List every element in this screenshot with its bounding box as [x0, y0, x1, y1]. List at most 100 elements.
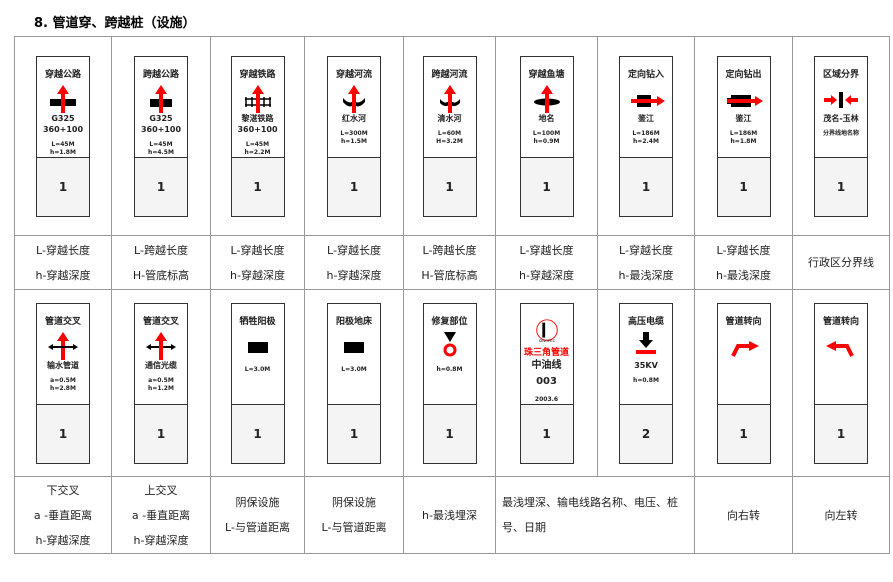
sign-measure: L=186M	[729, 129, 758, 137]
anode-bed-icon	[344, 341, 364, 353]
sign-title: 管道转向	[725, 316, 762, 327]
sign-measure: 2003.6	[534, 395, 559, 403]
description-cell: L-穿越长度 h-穿越深度	[304, 235, 404, 290]
power-cable-icon	[636, 331, 656, 354]
description-cell: 最浅埋深、输电线路名称、电压、桩号、日期	[495, 476, 695, 554]
marker-sign: 跨越公路 G325 360+100 L=45M h=4.5M 1	[134, 55, 188, 217]
description-line: 最浅埋深、输电线路名称、电压、桩号、日期	[502, 496, 678, 534]
description-line: 阴保设施	[332, 496, 376, 509]
sign-cell: 管道交叉 通信光缆 a=0.5M h=1.2M 1	[111, 289, 211, 477]
description-line: L-与管道距离	[321, 521, 387, 534]
marker-sign: 牺牲阳极 L=3.0M 1	[230, 302, 285, 464]
description-cell: L-穿越长度 h-穿越深度	[210, 235, 305, 290]
sign-cell: 牺牲阳极 L=3.0M 1	[210, 289, 305, 477]
sign-number: 1	[231, 156, 284, 216]
description-line: h-最浅埋深	[422, 508, 477, 522]
marker-sign: 管道转向 1	[716, 302, 771, 464]
sign-number: 1	[520, 403, 573, 463]
sign-label: 360+100	[42, 124, 84, 134]
sign-measure: h=2.4M	[633, 137, 659, 145]
sign-cell: 管道交叉输水管道 a=0.5M h=2.8M 1	[14, 289, 112, 477]
sign-number: 1	[717, 156, 770, 216]
sign-title: 阳极地床	[335, 316, 372, 327]
road-cross-icon	[50, 84, 76, 113]
description-cell: L-跨越长度 H-管底标高	[403, 235, 496, 290]
sign-cell: 定向钻出 鉴江 L=186M h=1.8M 1	[694, 36, 793, 236]
description-line: L-穿越长度	[327, 243, 381, 257]
sign-cell: 定向钻入 鉴江 L=186M h=2.4M 1	[597, 36, 695, 236]
sign-label: 360+100	[140, 124, 182, 134]
sign-number: 2	[620, 403, 672, 463]
sign-number: 1	[37, 403, 89, 463]
sign-title: 管道交叉	[44, 316, 81, 327]
description-line: L-跨越长度	[422, 243, 477, 257]
sign-cell: 修复部位 h=0.8M 1	[403, 289, 496, 477]
company-logo-icon: SINOPEC	[535, 318, 558, 343]
sign-title: 跨越河流	[431, 69, 468, 80]
river-icon	[343, 84, 365, 113]
sign-label: 清水河	[437, 113, 462, 123]
sign-cell: 管道转向 1	[792, 289, 890, 477]
description-cell: L-穿越长度 h-最浅深度	[597, 235, 695, 290]
sign-label: 黎湛铁路	[241, 113, 274, 123]
sign-label: G325	[51, 113, 75, 123]
sign-label: 003	[536, 375, 557, 387]
sign-measure: L=45M	[149, 140, 173, 148]
description-cell: 下交叉 a -垂直距离 h-穿越深度	[14, 476, 112, 554]
sign-measure: h=0.9M	[533, 137, 560, 145]
description-line: L-穿越长度	[36, 243, 90, 257]
description-line: L-穿越长度	[230, 243, 285, 257]
description-cell: 阴保设施 L-与管道距离	[304, 476, 404, 554]
sign-number: 1	[423, 403, 476, 463]
sign-measure: 分界线地名称	[822, 129, 859, 137]
sign-label: 输水管道	[47, 360, 79, 370]
boundary-icon	[824, 91, 858, 108]
sign-measure: a=0.5M	[50, 376, 76, 384]
sign-title: 跨越公路	[142, 69, 179, 80]
sign-cell: 高压电缆 35KV h=0.8M 2	[597, 289, 695, 477]
sign-number: 1	[328, 403, 380, 463]
sign-measure: h=0.8M	[436, 365, 463, 373]
repair-icon	[443, 331, 456, 356]
pond-icon	[533, 84, 560, 113]
sign-label: 鉴江	[638, 113, 654, 123]
marker-sign: 定向钻入 鉴江 L=186M h=2.4M 1	[619, 55, 673, 217]
description-cell: 向右转	[694, 476, 793, 554]
sign-title: 穿越河流	[335, 69, 372, 80]
marker-sign: 定向钻出 鉴江 L=186M h=1.8M 1	[716, 55, 771, 217]
sign-measure: L=45M	[51, 140, 75, 148]
sign-number: 1	[135, 403, 187, 463]
sign-cell: 管道转向 1	[694, 289, 793, 477]
sign-red-title: 珠三角管道	[523, 347, 569, 358]
description-line: H-管底标高	[421, 268, 478, 282]
sign-number: 1	[815, 403, 867, 463]
sign-title: 管道交叉	[142, 316, 179, 327]
sign-number: 1	[135, 156, 187, 216]
sign-cell: 区域分界 茂名-玉林 分界线地名称 1	[792, 36, 890, 236]
sign-title: 穿越铁路	[239, 69, 276, 80]
anode-icon	[247, 341, 268, 353]
sign-label: 红水河	[342, 113, 366, 123]
description-line: a -垂直距离	[33, 508, 93, 522]
sign-label: 地名	[538, 113, 555, 123]
description-cell: 向左转	[792, 476, 890, 554]
sign-number: 1	[423, 156, 476, 216]
sign-measure: h=0.8M	[633, 376, 659, 384]
sign-measure: h=2.8M	[50, 384, 76, 392]
drill-out-icon	[726, 94, 763, 107]
sign-measure: L=3.0M	[244, 365, 271, 373]
sign-label: 中油线	[531, 359, 562, 371]
sign-measure: L=60M	[437, 129, 462, 137]
turn-left-icon	[826, 340, 854, 357]
description-line: h-穿越深度	[133, 533, 189, 547]
sign-cell: 阳极地床 L=3.0M 1	[304, 289, 404, 477]
sign-number: 1	[620, 156, 672, 216]
sign-measure: h=1.5M	[341, 137, 367, 145]
sign-measure: L=3.0M	[341, 365, 367, 373]
sign-measure: L=300M	[340, 129, 368, 137]
sign-cell: 穿越鱼塘 地名 L=100M h=0.9M 1	[495, 36, 598, 236]
sign-title: 穿越公路	[44, 69, 81, 80]
sign-measure: L=45M	[245, 140, 270, 148]
cross-above-icon	[146, 331, 176, 360]
description-line: H-管底标高	[132, 268, 190, 282]
